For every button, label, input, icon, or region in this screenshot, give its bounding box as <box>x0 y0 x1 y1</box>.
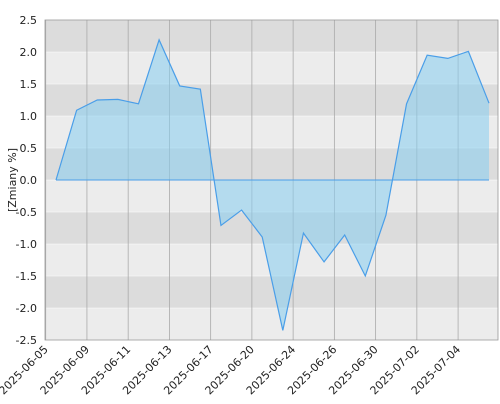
y-tick-label: 0.0 <box>20 174 38 187</box>
band <box>45 308 498 340</box>
y-tick-label: 2.0 <box>20 46 38 59</box>
y-tick-label: -2.0 <box>16 302 37 315</box>
plot-border <box>44 19 499 341</box>
y-tick-label: -1.5 <box>16 270 37 283</box>
line <box>55 38 490 331</box>
y-axis-label: [Zmiany %] <box>6 148 19 212</box>
y-tick-label: 0.5 <box>20 142 38 155</box>
band <box>45 20 498 52</box>
y-tick-label: -2.5 <box>16 334 37 347</box>
y-tick-label: -0.5 <box>16 206 37 219</box>
y-tick-label: -1.0 <box>16 238 37 251</box>
y-tick-label: 1.0 <box>20 110 38 123</box>
y-tick-label: 1.5 <box>20 78 38 91</box>
y-tick-label: 2.5 <box>20 14 38 27</box>
area <box>56 39 490 331</box>
